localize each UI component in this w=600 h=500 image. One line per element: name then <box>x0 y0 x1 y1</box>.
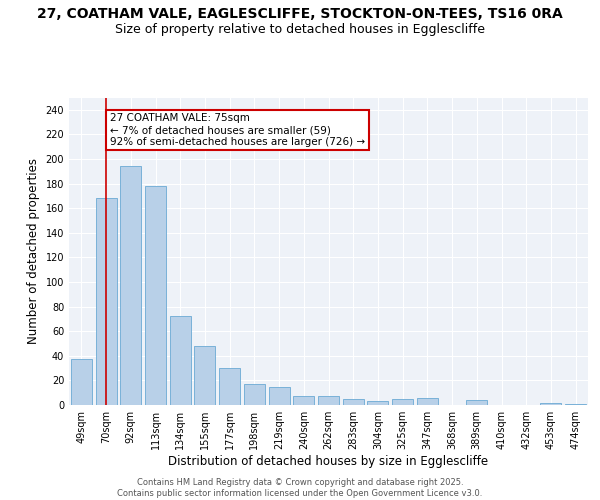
Text: 27 COATHAM VALE: 75sqm
← 7% of detached houses are smaller (59)
92% of semi-deta: 27 COATHAM VALE: 75sqm ← 7% of detached … <box>110 114 365 146</box>
Text: Contains HM Land Registry data © Crown copyright and database right 2025.
Contai: Contains HM Land Registry data © Crown c… <box>118 478 482 498</box>
Bar <box>417 398 438 405</box>
Bar <box>343 399 364 405</box>
Bar <box>120 166 141 405</box>
Bar <box>466 400 487 405</box>
Bar <box>71 360 92 405</box>
Bar <box>318 396 339 405</box>
X-axis label: Distribution of detached houses by size in Egglescliffe: Distribution of detached houses by size … <box>169 455 488 468</box>
Bar <box>194 346 215 405</box>
Bar <box>269 386 290 405</box>
Bar <box>95 198 116 405</box>
Bar <box>293 396 314 405</box>
Bar <box>565 404 586 405</box>
Bar <box>541 402 562 405</box>
Text: 27, COATHAM VALE, EAGLESCLIFFE, STOCKTON-ON-TEES, TS16 0RA: 27, COATHAM VALE, EAGLESCLIFFE, STOCKTON… <box>37 8 563 22</box>
Bar <box>219 368 240 405</box>
Bar <box>367 402 388 405</box>
Bar <box>170 316 191 405</box>
Bar <box>244 384 265 405</box>
Bar <box>145 186 166 405</box>
Text: Size of property relative to detached houses in Egglescliffe: Size of property relative to detached ho… <box>115 22 485 36</box>
Bar <box>392 399 413 405</box>
Y-axis label: Number of detached properties: Number of detached properties <box>27 158 40 344</box>
